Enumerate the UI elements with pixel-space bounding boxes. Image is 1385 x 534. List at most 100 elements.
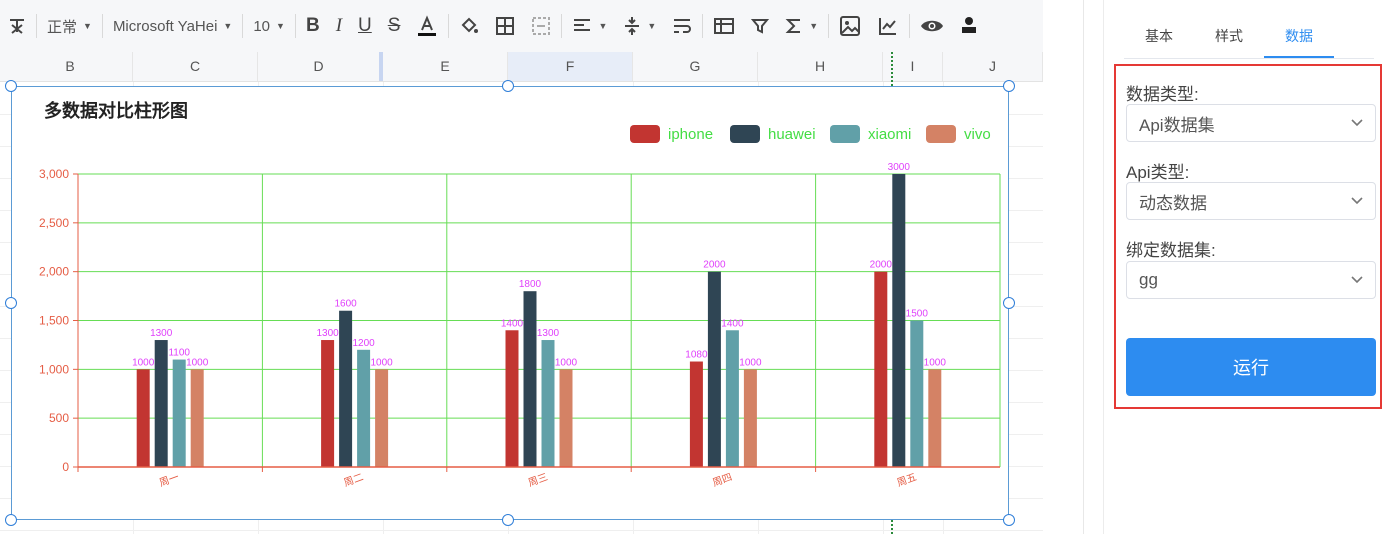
resize-handle-top-right[interactable] (1003, 80, 1015, 92)
column-header-i[interactable]: I (883, 52, 943, 81)
bar-value-label: 1000 (186, 357, 209, 368)
tab-basic[interactable]: 基本 (1145, 28, 1173, 44)
font-family-value: Microsoft YaHei (112, 17, 218, 35)
legend-label-vivo: vivo (964, 126, 991, 143)
api-type-select[interactable]: 动态数据 (1126, 182, 1376, 220)
bar-value-label: 1400 (501, 318, 524, 329)
bar-iphone (321, 340, 335, 467)
sum-icon[interactable]: ▼ (777, 8, 826, 44)
legend-label-huawei: huawei (768, 126, 816, 143)
bar-value-label: 1000 (132, 357, 155, 368)
vertical-align-icon[interactable]: ▼ (615, 8, 664, 44)
bar-value-label: 1300 (316, 328, 339, 339)
bar-vivo (743, 369, 757, 467)
bar-huawei (523, 291, 537, 467)
bar-huawei (339, 310, 353, 467)
column-header-c[interactable]: C (133, 52, 258, 81)
x-tick-label: 周二 (342, 471, 365, 489)
tab-style[interactable]: 样式 (1215, 28, 1243, 44)
x-tick-label: 周一 (158, 471, 181, 489)
data-type-select[interactable]: Api数据集 (1126, 104, 1376, 142)
font-size-select[interactable]: 10 ▼ (245, 8, 293, 44)
bar-value-label: 1200 (352, 338, 375, 349)
image-icon[interactable] (831, 8, 869, 44)
chevron-down-icon: ▼ (276, 21, 285, 31)
data-settings-panel: 数据类型: Api数据集 Api类型: 动态数据 绑定数据集: gg 运行 (1114, 64, 1382, 409)
resize-handle-bottom-right[interactable] (1003, 514, 1015, 526)
toolbar-separator (909, 14, 911, 38)
bar-value-label: 1100 (168, 348, 190, 359)
column-header-d[interactable]: D (258, 52, 383, 81)
toolbar: 正常 ▼ Microsoft YaHei ▼ 10 ▼ B I U S ▼ ▼ ▼ (0, 0, 1043, 52)
merge-cells-icon[interactable] (523, 8, 559, 44)
data-type-value: Api数据集 (1139, 115, 1215, 135)
filter-icon[interactable] (743, 8, 777, 44)
paragraph-style-select[interactable]: 正常 ▼ (39, 8, 100, 44)
toolbar-separator (448, 14, 450, 38)
text-wrap-icon[interactable] (664, 8, 700, 44)
legend-swatch-iphone (630, 125, 660, 143)
clear-format-icon[interactable] (0, 8, 34, 44)
bold-icon[interactable]: B (305, 15, 320, 36)
chevron-down-icon: ▼ (809, 21, 819, 31)
eye-icon[interactable] (912, 8, 952, 44)
chevron-down-icon: ▼ (598, 21, 608, 31)
resize-handle-left[interactable] (5, 297, 17, 309)
fill-color-icon[interactable] (451, 8, 487, 44)
italic-icon[interactable]: I (335, 15, 343, 36)
column-header: B C D E F G H I J (0, 52, 1043, 82)
bar-huawei (154, 340, 168, 467)
bar-value-label: 1000 (739, 357, 762, 368)
chevron-down-icon: ▼ (223, 21, 233, 31)
bar-xiaomi (357, 349, 371, 467)
x-tick-label: 周五 (895, 471, 918, 489)
column-header-f[interactable]: F (508, 52, 633, 81)
chevron-down-icon: ▼ (83, 21, 92, 31)
toolbar-separator (702, 14, 704, 38)
api-type-label: Api类型: (1126, 163, 1190, 182)
bar-vivo (559, 369, 573, 467)
bar-value-label: 1300 (537, 328, 560, 339)
bar-xiaomi (910, 320, 924, 467)
x-tick-label: 周四 (711, 471, 734, 489)
stamp-icon[interactable] (952, 8, 986, 44)
api-type-value: 动态数据 (1139, 193, 1207, 213)
bar-value-label: 1800 (519, 279, 542, 290)
resize-handle-bottom[interactable] (502, 514, 514, 526)
chevron-down-icon (1351, 119, 1363, 127)
chart-icon[interactable] (869, 8, 907, 44)
bar-value-label: 1000 (370, 357, 393, 368)
strikethrough-icon[interactable]: S (387, 15, 401, 36)
toolbar-separator (561, 14, 563, 38)
resize-handle-top[interactable] (502, 80, 514, 92)
font-color-icon[interactable] (408, 8, 446, 44)
align-left-icon[interactable]: ▼ (564, 8, 615, 44)
chart-legend: iphone huawei xiaomi vivo (630, 125, 991, 143)
bar-value-label: 1080 (685, 350, 708, 361)
column-header-h[interactable]: H (758, 52, 883, 81)
column-header-b[interactable]: B (8, 52, 133, 81)
chevron-down-icon (1351, 197, 1363, 205)
chart-container[interactable]: 多数据对比柱形图 iphone huawei xiaomi vivo 1000 1300… (11, 86, 1009, 520)
bar-value-label: 1500 (906, 309, 929, 320)
run-button[interactable]: 运行 (1126, 338, 1376, 396)
tab-data[interactable]: 数据 (1264, 20, 1334, 58)
bar-vivo (928, 369, 942, 467)
resize-handle-bottom-left[interactable] (5, 514, 17, 526)
bar-value-label: 1400 (721, 318, 744, 329)
resize-handle-top-left[interactable] (5, 80, 17, 92)
legend-label-iphone: iphone (668, 126, 713, 143)
resize-handle-right[interactable] (1003, 297, 1015, 309)
chart-title: 多数据对比柱形图 (44, 100, 188, 122)
column-header-g[interactable]: G (633, 52, 758, 81)
bar-iphone (874, 271, 888, 467)
bar-value-label: 2000 (703, 260, 726, 271)
column-header-e[interactable]: E (383, 52, 508, 81)
freeze-icon[interactable] (705, 8, 743, 44)
underline-icon[interactable]: U (358, 15, 372, 36)
dataset-select[interactable]: gg (1126, 261, 1376, 299)
column-header-j[interactable]: J (943, 52, 1043, 81)
borders-icon[interactable] (487, 8, 523, 44)
bar-vivo (190, 369, 204, 467)
font-family-select[interactable]: Microsoft YaHei ▼ (105, 8, 240, 44)
